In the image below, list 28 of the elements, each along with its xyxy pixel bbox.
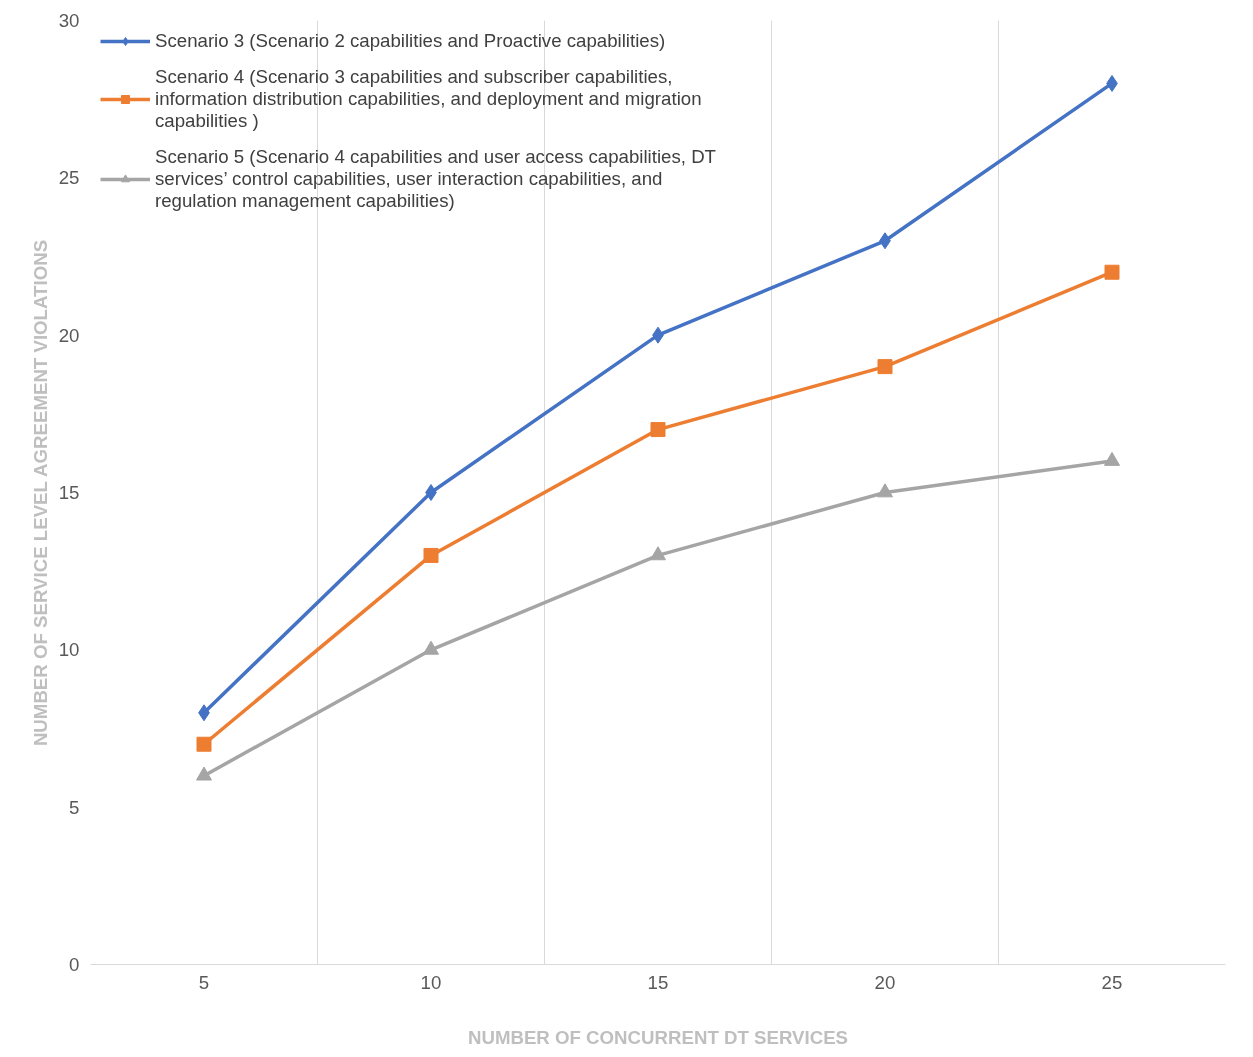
point [877, 359, 893, 375]
point [650, 546, 666, 561]
y-tick-label: 0 [69, 954, 80, 975]
point [877, 483, 893, 498]
x-tick-label: 5 [198, 971, 210, 993]
y-tick-label: 20 [58, 324, 80, 346]
point [650, 422, 666, 438]
x-tick-label: 10 [420, 971, 442, 993]
x-tick-label: 15 [647, 971, 669, 993]
point [425, 484, 437, 501]
legend-label: Scenario 5 (Scenario 4 capabilities and user access capabilities, DT services’ control capabilities, user interaction capabilities, and regulation management capabilities) [155, 146, 717, 212]
y-tick-label: 30 [58, 10, 80, 31]
x-axis-title: NUMBER OF CONCURRENT DT SERVICES [467, 1026, 849, 1048]
y-tick-label: 10 [58, 639, 80, 661]
legend-label: Scenario 3 (Scenario 2 capabilities and Proactive capabilities) [155, 30, 666, 52]
point [1104, 264, 1120, 280]
point [423, 640, 439, 655]
legend-label: Scenario 4 (Scenario 3 capabilities and subscriber capabilities, information distribution capabilities, and deployment and migration capabilities ) [155, 66, 702, 132]
y-tick-label: 5 [69, 796, 80, 818]
y-axis-title: NUMBER OF SERVICE LEVEL AGREEMENT VIOLATIONS [29, 239, 51, 747]
x-tick-label: 20 [874, 971, 896, 993]
y-tick-label: 15 [58, 482, 80, 503]
x-tick-label: 25 [1101, 971, 1123, 993]
point [196, 766, 212, 781]
point [1104, 451, 1120, 466]
point [196, 736, 212, 752]
point [423, 547, 439, 563]
y-tick-label: 25 [58, 167, 80, 189]
